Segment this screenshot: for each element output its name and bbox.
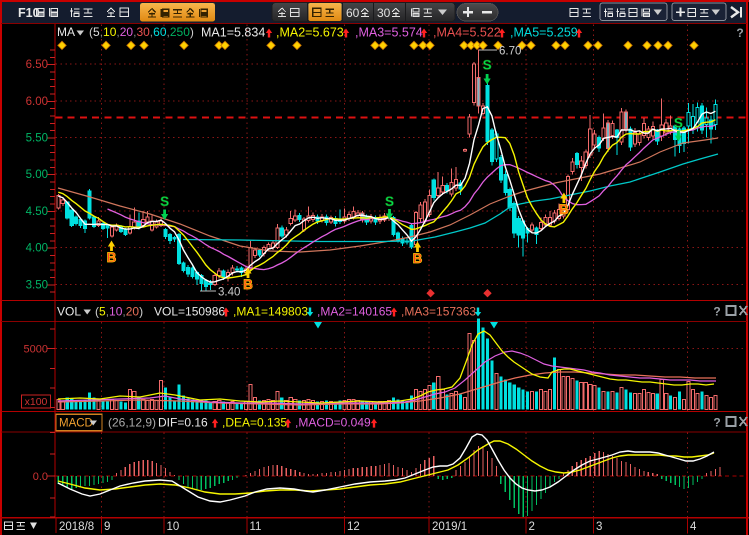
svg-text:2018/8: 2018/8 bbox=[59, 521, 94, 533]
svg-text:,MA5=5.259: ,MA5=5.259 bbox=[510, 26, 578, 40]
svg-text:5.50: 5.50 bbox=[26, 133, 48, 145]
svg-text:0.0: 0.0 bbox=[33, 471, 48, 483]
svg-text:F10: F10 bbox=[18, 6, 40, 20]
svg-text:S: S bbox=[483, 58, 492, 73]
svg-text:2: 2 bbox=[529, 521, 535, 533]
svg-text:9: 9 bbox=[104, 521, 110, 533]
svg-text:6.00: 6.00 bbox=[26, 96, 48, 108]
svg-text:B: B bbox=[413, 251, 423, 266]
svg-text:5000: 5000 bbox=[24, 344, 48, 356]
svg-text:12: 12 bbox=[347, 521, 360, 533]
svg-text:,MA3=5.574: ,MA3=5.574 bbox=[355, 26, 423, 40]
svg-text:,MA4=5.522: ,MA4=5.522 bbox=[433, 26, 501, 40]
svg-text:S: S bbox=[160, 194, 169, 209]
svg-text:60: 60 bbox=[346, 6, 360, 20]
svg-text:MA1=5.834: MA1=5.834 bbox=[201, 26, 265, 40]
svg-text:6.50: 6.50 bbox=[26, 59, 48, 71]
svg-text:B: B bbox=[107, 250, 117, 265]
svg-text:B: B bbox=[243, 277, 253, 292]
svg-text:,MA3=157363: ,MA3=157363 bbox=[401, 305, 476, 319]
svg-text:10: 10 bbox=[167, 521, 180, 533]
svg-text:3: 3 bbox=[596, 521, 602, 533]
svg-text:B: B bbox=[559, 202, 569, 217]
svg-text:S: S bbox=[385, 194, 394, 209]
svg-text:3.50: 3.50 bbox=[26, 279, 48, 291]
svg-text:,MA1=149803: ,MA1=149803 bbox=[233, 305, 308, 319]
svg-text:,DEA=0.135: ,DEA=0.135 bbox=[222, 416, 287, 430]
svg-text:5.00: 5.00 bbox=[26, 169, 48, 181]
svg-text:x100: x100 bbox=[25, 396, 48, 408]
svg-text:?: ? bbox=[713, 305, 720, 319]
svg-text:VOL=150986: VOL=150986 bbox=[154, 305, 225, 319]
svg-text:2019/1: 2019/1 bbox=[432, 521, 467, 533]
svg-text:4.50: 4.50 bbox=[26, 206, 48, 218]
svg-text:?: ? bbox=[736, 26, 743, 40]
svg-text:MACD: MACD bbox=[59, 418, 93, 430]
svg-text:,MA2=5.673: ,MA2=5.673 bbox=[276, 26, 344, 40]
svg-text:,MA2=140165: ,MA2=140165 bbox=[317, 305, 392, 319]
svg-text:4: 4 bbox=[690, 521, 697, 533]
svg-text:(26,12,9): (26,12,9) bbox=[108, 416, 156, 430]
svg-text:S: S bbox=[674, 116, 683, 131]
svg-text:11: 11 bbox=[250, 521, 262, 533]
svg-text:DIF=0.16: DIF=0.16 bbox=[158, 416, 208, 430]
svg-text:(5,10,20): (5,10,20) bbox=[95, 305, 143, 319]
svg-text:6.70: 6.70 bbox=[499, 46, 521, 58]
svg-text:4.00: 4.00 bbox=[26, 243, 48, 255]
svg-text:MA: MA bbox=[57, 25, 75, 39]
svg-text:,MACD=0.049: ,MACD=0.049 bbox=[295, 416, 371, 430]
svg-text:(5,10,20,30,60,250): (5,10,20,30,60,250) bbox=[89, 25, 194, 39]
svg-text:VOL: VOL bbox=[57, 305, 81, 319]
svg-text:?: ? bbox=[713, 416, 720, 430]
svg-text:3.40: 3.40 bbox=[218, 287, 240, 299]
svg-text:30: 30 bbox=[377, 6, 391, 20]
